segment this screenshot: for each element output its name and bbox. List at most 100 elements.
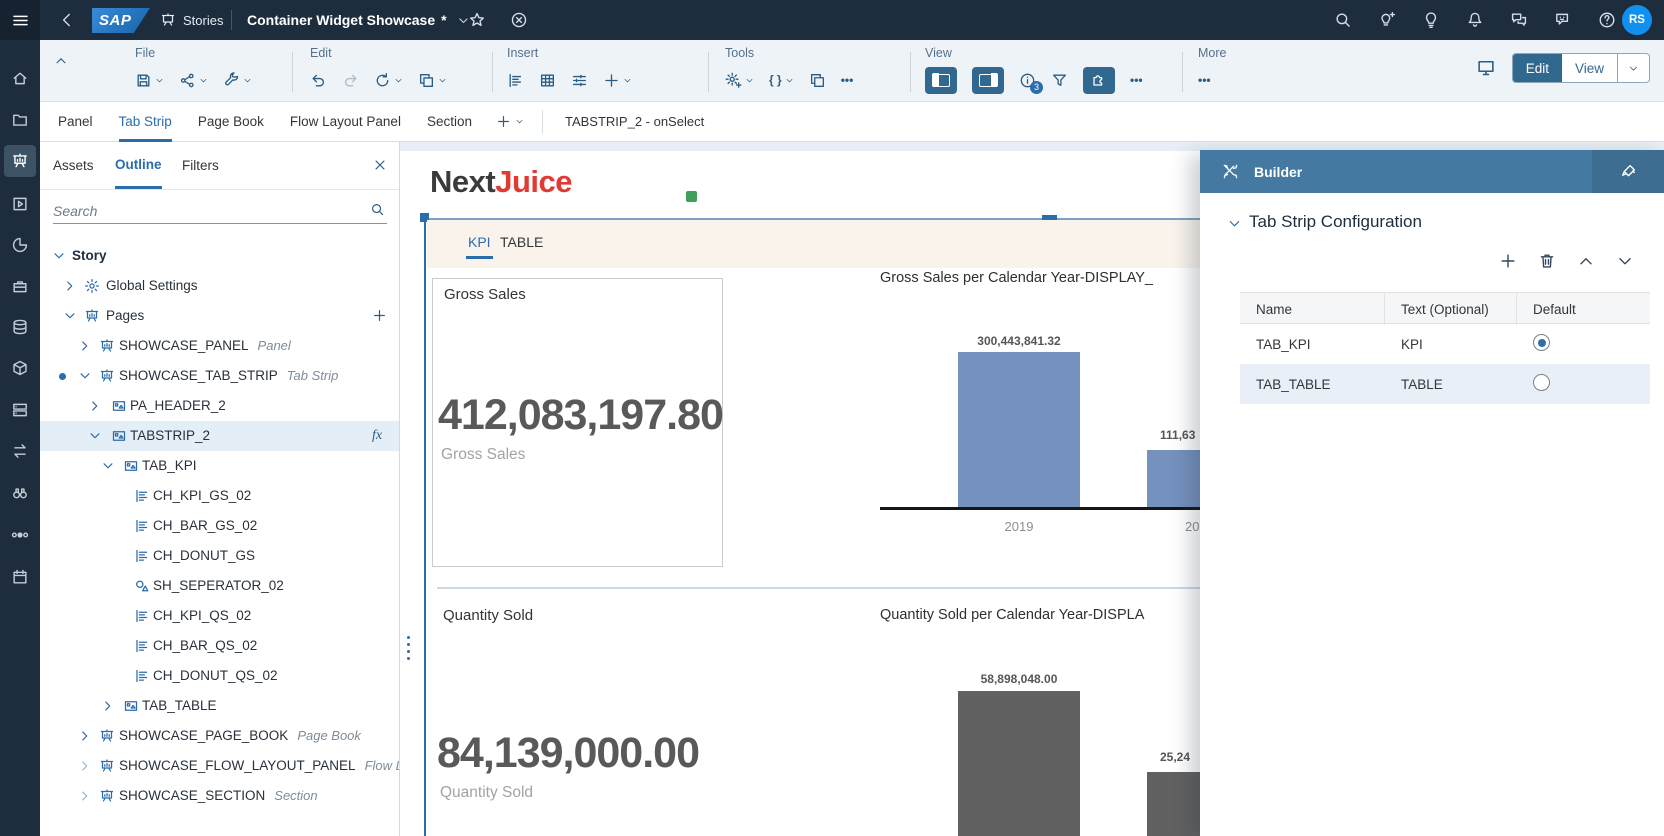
tree-item-ch_donut_qs_02[interactable]: CH_DONUT_QS_02 bbox=[40, 661, 399, 691]
refresh-button[interactable] bbox=[374, 72, 403, 89]
tree-item-global settings[interactable]: Global Settings bbox=[40, 271, 399, 301]
tree-item-ch_bar_gs_02[interactable]: CH_BAR_GS_02 bbox=[40, 511, 399, 541]
right-panel-toggle-button[interactable] bbox=[972, 66, 1004, 94]
share-button[interactable] bbox=[179, 72, 208, 89]
object-tab-section[interactable]: Section bbox=[426, 114, 472, 129]
tools-more-button[interactable]: ••• bbox=[841, 74, 854, 86]
tree-item-tabstrip_2[interactable]: TABSTRIP_2 fx bbox=[40, 421, 399, 451]
avatar[interactable]: RS bbox=[1622, 5, 1652, 35]
tree-item-story[interactable]: Story bbox=[40, 241, 399, 271]
add-page-button[interactable] bbox=[372, 308, 387, 323]
styling-panel-button[interactable] bbox=[1592, 150, 1664, 193]
object-tab-page-book[interactable]: Page Book bbox=[197, 114, 264, 129]
chevron-right-icon[interactable] bbox=[78, 729, 92, 743]
redo-button[interactable] bbox=[342, 72, 359, 89]
tree-item-pa_header_2[interactable]: PA_HEADER_2 bbox=[40, 391, 399, 421]
bar-1[interactable] bbox=[958, 691, 1080, 836]
tabstrip-tab-kpi[interactable]: KPI bbox=[466, 234, 493, 259]
bar-2019[interactable] bbox=[958, 352, 1080, 507]
extensions-button[interactable] bbox=[1083, 66, 1115, 94]
tree-item-ch_kpi_qs_02[interactable]: CH_KPI_QS_02 bbox=[40, 601, 399, 631]
panel-tab-filters[interactable]: Filters bbox=[182, 158, 219, 173]
selection-top-handle[interactable] bbox=[1042, 215, 1057, 220]
close-panel-icon[interactable] bbox=[373, 158, 387, 172]
move-up-icon[interactable] bbox=[1577, 252, 1595, 270]
discussions-button[interactable] bbox=[1510, 11, 1528, 29]
mode-edit-button[interactable]: Edit bbox=[1512, 54, 1562, 82]
table-row-tab_table[interactable]: TAB_TABLE TABLE bbox=[1240, 364, 1650, 404]
widget-anchor-handle[interactable] bbox=[686, 191, 697, 202]
filter-button[interactable] bbox=[1051, 72, 1068, 89]
chevron-down-icon[interactable] bbox=[78, 369, 92, 383]
mode-view-button[interactable]: View bbox=[1574, 60, 1604, 76]
search-button[interactable] bbox=[1334, 11, 1352, 29]
optimize-button[interactable] bbox=[725, 72, 754, 89]
panel-tab-assets[interactable]: Assets bbox=[53, 158, 94, 173]
object-tab-tab-strip[interactable]: Tab Strip bbox=[118, 102, 173, 142]
chevron-right-icon[interactable] bbox=[78, 339, 92, 353]
panel-splitter-handle[interactable] bbox=[407, 636, 410, 660]
edit-tools-button[interactable] bbox=[223, 71, 252, 89]
left-panel-toggle-button[interactable] bbox=[925, 66, 957, 94]
rail-item-home[interactable] bbox=[4, 62, 36, 94]
notifications-button[interactable] bbox=[1466, 11, 1484, 29]
favorite-star-icon[interactable] bbox=[468, 11, 486, 29]
insert-input-control-button[interactable] bbox=[571, 72, 588, 89]
save-button[interactable] bbox=[135, 72, 164, 89]
chevron-right-icon[interactable] bbox=[101, 699, 115, 713]
object-tab-flow-layout-panel[interactable]: Flow Layout Panel bbox=[289, 114, 401, 129]
device-preview-icon[interactable] bbox=[1476, 58, 1496, 78]
duplicate-button[interactable] bbox=[418, 72, 447, 89]
mode-dropdown-button[interactable] bbox=[1617, 54, 1649, 82]
rail-item-modeler[interactable] bbox=[4, 352, 36, 384]
feedback-button[interactable] bbox=[1554, 11, 1572, 29]
rail-item-business-content[interactable] bbox=[4, 270, 36, 302]
default-radio-selected[interactable] bbox=[1533, 334, 1550, 351]
tree-item-showcase_tab_strip[interactable]: SHOWCASE_TAB_STRIP Tab Strip bbox=[40, 361, 399, 391]
help-button[interactable] bbox=[1598, 11, 1616, 29]
tab-text-cell[interactable]: KPI bbox=[1401, 336, 1423, 352]
chevron-down-icon[interactable] bbox=[101, 459, 115, 473]
details-button[interactable]: 3 bbox=[1019, 72, 1043, 94]
table-row-tab_kpi[interactable]: TAB_KPI KPI bbox=[1240, 324, 1650, 364]
tree-item-ch_bar_qs_02[interactable]: CH_BAR_QS_02 bbox=[40, 631, 399, 661]
kpi-tile-gross-sales[interactable]: Gross Sales 412,083,197.80 Gross Sales bbox=[432, 278, 724, 567]
tree-item-ch_donut_gs[interactable]: CH_DONUT_GS bbox=[40, 541, 399, 571]
hamburger-menu-button[interactable] bbox=[0, 0, 40, 40]
script-event-label[interactable]: TABSTRIP_2 - onSelect bbox=[564, 114, 705, 129]
tree-item-pages[interactable]: Pages bbox=[40, 301, 399, 331]
rail-item-media[interactable] bbox=[4, 188, 36, 220]
chevron-down-icon[interactable] bbox=[52, 249, 66, 263]
add-container-button[interactable] bbox=[496, 114, 524, 129]
overlap-button[interactable] bbox=[809, 72, 826, 89]
more-overflow-button[interactable]: ••• bbox=[1198, 74, 1211, 86]
rail-item-files[interactable] bbox=[4, 104, 36, 136]
tree-item-sh_seperator_02[interactable]: SH_SEPERATOR_02 bbox=[40, 571, 399, 601]
ai-insights-button[interactable] bbox=[1378, 11, 1396, 29]
tab-text-cell[interactable]: TABLE bbox=[1401, 376, 1443, 392]
chevron-right-icon[interactable] bbox=[78, 789, 92, 803]
insights-button[interactable] bbox=[1422, 11, 1440, 29]
tabstrip-tab-table[interactable]: TABLE bbox=[500, 234, 544, 250]
separator-line[interactable] bbox=[437, 587, 1200, 589]
insert-table-button[interactable] bbox=[539, 72, 556, 89]
script-fx-indicator[interactable]: fx bbox=[372, 428, 383, 443]
title-chevron-down-icon[interactable] bbox=[457, 14, 470, 27]
tree-item-tab_kpi[interactable]: TAB_KPI bbox=[40, 451, 399, 481]
delete-tab-icon[interactable] bbox=[1538, 252, 1556, 270]
collapse-section-chevron-icon[interactable] bbox=[1227, 216, 1242, 231]
rail-item-system[interactable] bbox=[4, 394, 36, 426]
close-document-icon[interactable] bbox=[510, 11, 528, 29]
panel-tab-outline[interactable]: Outline bbox=[115, 142, 162, 189]
chevron-right-icon[interactable] bbox=[78, 759, 92, 773]
rail-item-analytics[interactable] bbox=[4, 229, 36, 261]
rail-item-deployment[interactable] bbox=[4, 435, 36, 467]
search-icon[interactable] bbox=[370, 202, 385, 217]
object-tab-panel[interactable]: Panel bbox=[58, 114, 93, 129]
tree-item-showcase_page_book[interactable]: SHOWCASE_PAGE_BOOK Page Book bbox=[40, 721, 399, 751]
tree-item-tab_table[interactable]: TAB_TABLE bbox=[40, 691, 399, 721]
selection-corner-handle[interactable] bbox=[420, 213, 429, 222]
move-down-icon[interactable] bbox=[1616, 252, 1634, 270]
insert-more-button[interactable] bbox=[603, 72, 632, 89]
